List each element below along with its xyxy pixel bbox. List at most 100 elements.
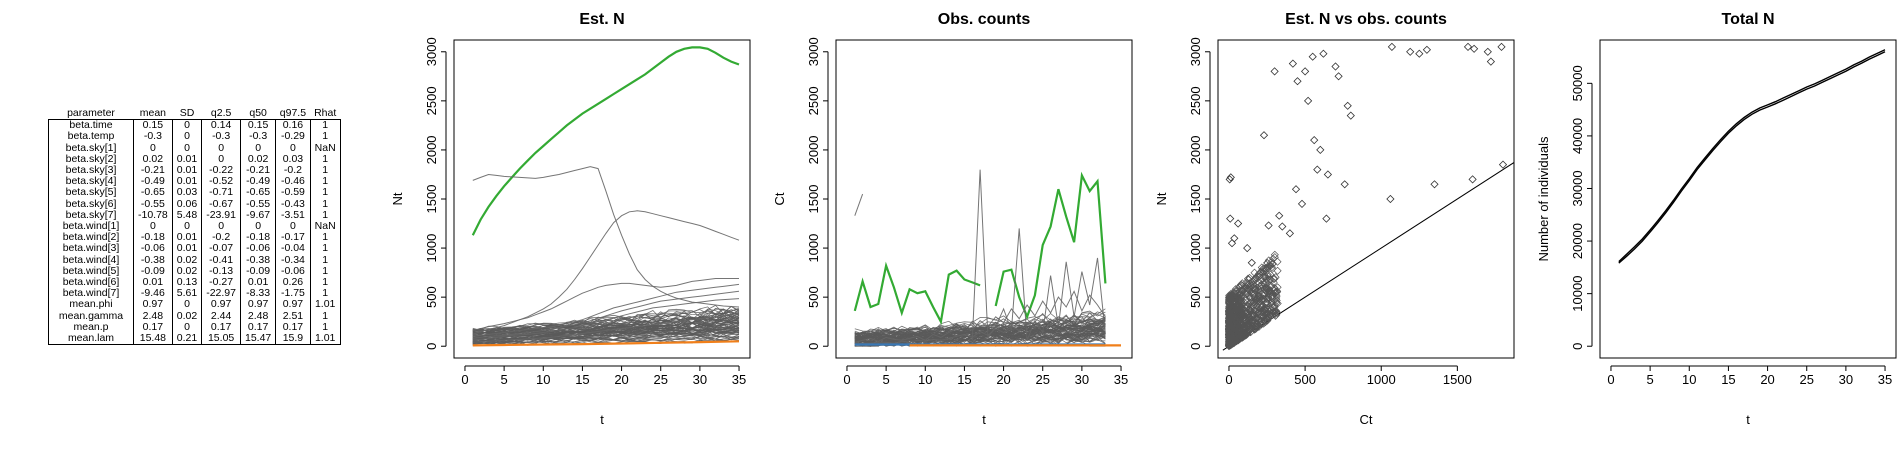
y-axis-title: Number of individuals [1536,136,1551,262]
scatter-point [1237,293,1246,302]
series-line [853,261,981,326]
table-header-cell: q97.5 [279,107,307,119]
x-tick-label: 0 [843,372,850,387]
scatter-point [1303,96,1313,106]
background-series-line [472,304,740,332]
scatter-point [1264,286,1273,295]
scatter-point [1225,339,1234,348]
y-tick-label: 2500 [806,86,821,115]
x-tick-label: 10 [536,372,550,387]
background-series-line [854,326,1106,347]
scatter-point [1253,319,1262,328]
scatter-point [1224,310,1234,319]
y-tick-label: 1000 [1188,234,1203,263]
table-cell: 1 [309,153,341,166]
parameter-name-cell: beta.sky[2] [48,153,134,166]
background-series-line [472,323,740,333]
scatter-point [1463,42,1473,52]
scatter-point [1244,305,1253,314]
y-tick-label: 0 [424,343,439,350]
y-tick-label: 50000 [1570,65,1585,101]
scatter-point [1232,322,1242,331]
scatter-point [1257,317,1266,326]
table-cell: 0.01 [171,176,203,188]
scatter-point [1268,292,1277,301]
scatter-point [1498,160,1508,169]
chart-title: Obs. counts [938,11,1031,28]
scatter-point [1231,334,1240,343]
scatter-point [1233,317,1242,326]
table-cell: 1 [309,131,341,143]
background-series-line [854,319,1106,344]
y-axis-title: Nt [390,192,405,205]
table-row: beta.temp -0.3 0 -0.3 -0.3 -0.29 1 [48,131,341,143]
scatter-point [1229,308,1238,317]
scatter-point [1273,283,1282,292]
scatter-point [1291,185,1301,194]
x-axis-title: t [1746,412,1750,427]
scatter-point [1270,253,1279,262]
scatter-point [1313,165,1322,174]
table-cell: 0 [171,299,203,311]
x-tick-label: 25 [1799,372,1813,387]
table-cell: 0.06 [171,198,203,210]
table-row: beta.wind[7] -9.46 5.61 -22.97 -8.33 -1.75 1 [48,288,341,300]
parameter-name-cell: beta.wind[5] [48,265,134,278]
scatter-point [1233,219,1243,228]
scatter-point [1263,299,1272,308]
table-header: parameter mean SD q2.5 q50 q97.5 Rhat [49,108,341,120]
table-cell: -0.59 [275,187,311,199]
scatter-point [1237,300,1246,309]
scatter-point [1264,221,1273,230]
series-line [1618,51,1886,264]
scatter-point [1245,305,1254,314]
chart-title: Total N [1721,11,1774,28]
table-cell: 1 [309,209,341,222]
table-cell: 15.9 [275,333,311,346]
table-header-cell: q50 [249,107,267,119]
y-tick-label: 1000 [806,234,821,263]
plot-area [1222,42,1514,351]
scatter-point [1227,292,1236,301]
table-cell: 0.26 [275,276,311,289]
parameter-name-cell: beta.sky[6] [48,198,134,210]
scatter-point [1240,313,1249,322]
x-tick-label: 10 [918,372,932,387]
scatter-point [1486,57,1496,66]
table-cell: 1 [309,164,341,177]
scatter-point [1224,342,1234,351]
series-line [854,290,1106,343]
scatter-point [1293,77,1302,86]
scatter-point [1254,322,1263,331]
scatter-point [1259,131,1269,140]
scatter-point [1238,320,1247,329]
background-series-line [472,337,740,343]
scatter-point [1250,290,1259,299]
parameter-name-cell: beta.sky[3] [48,164,134,177]
table-cell: -0.34 [275,254,311,266]
scatter-point [1468,175,1477,184]
y-tick-label: 0 [1570,343,1585,350]
x-tick-label: 30 [693,372,707,387]
scatter-point [1316,145,1325,155]
scatter-point [1239,328,1248,337]
y-tick-label: 2000 [1188,135,1203,164]
table-cell: -1.75 [275,288,311,300]
scatter-point [1254,303,1263,312]
scatter-point [1285,229,1295,238]
scatter-point [1266,283,1275,292]
scatter-point [1244,275,1253,284]
table-cell: 0.03 [275,153,311,166]
table-cell: 1.01 [309,299,341,311]
table-row: beta.wind[5] -0.09 0.02 -0.13 -0.09 -0.06 1 [48,265,341,278]
y-tick-label: 1500 [806,185,821,214]
scatter-point [1270,250,1279,259]
series-line [854,312,1106,345]
series-line [971,169,1106,341]
y-tick-label: 500 [806,286,821,308]
table-cell: -0.06 [275,265,311,278]
table-cell: 0.03 [171,187,203,199]
table-row: mean.phi 0.97 0 0.97 0.97 0.97 1.01 [48,299,341,311]
